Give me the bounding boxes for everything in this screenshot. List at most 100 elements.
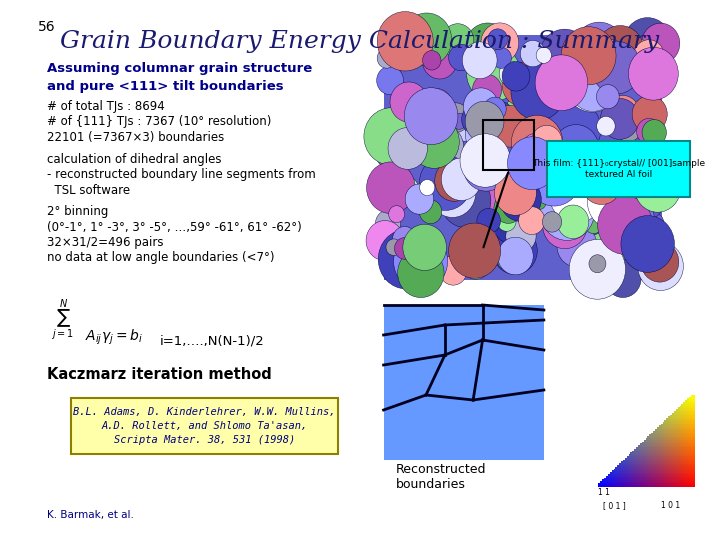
Circle shape <box>615 112 642 141</box>
Circle shape <box>465 23 510 71</box>
Text: Reconstructed
boundaries: Reconstructed boundaries <box>396 463 486 491</box>
Circle shape <box>539 29 590 83</box>
Circle shape <box>464 88 498 125</box>
Circle shape <box>636 118 661 145</box>
Circle shape <box>389 206 405 222</box>
Text: i=1,….,N(N-1)/2: i=1,….,N(N-1)/2 <box>160 334 265 347</box>
Circle shape <box>521 40 545 67</box>
Circle shape <box>542 64 564 87</box>
Circle shape <box>433 132 449 150</box>
Circle shape <box>508 137 557 190</box>
Circle shape <box>569 60 617 111</box>
Circle shape <box>518 207 545 234</box>
Circle shape <box>614 146 670 204</box>
Bar <box>384 35 662 280</box>
Circle shape <box>376 141 400 167</box>
Circle shape <box>516 139 536 160</box>
Text: K. Barmak, et al.: K. Barmak, et al. <box>47 510 134 520</box>
Circle shape <box>441 103 469 132</box>
Circle shape <box>377 48 396 68</box>
Circle shape <box>621 215 675 272</box>
Text: $A_{ij}\gamma_j = b_i$: $A_{ij}\gamma_j = b_i$ <box>85 328 143 347</box>
Text: calculation of dihedral angles: calculation of dihedral angles <box>47 152 222 165</box>
Circle shape <box>579 232 635 292</box>
Circle shape <box>518 160 572 218</box>
Circle shape <box>465 101 504 143</box>
Circle shape <box>462 103 492 136</box>
Circle shape <box>420 155 472 211</box>
Circle shape <box>467 45 520 102</box>
Circle shape <box>605 259 641 298</box>
Circle shape <box>599 150 645 199</box>
Circle shape <box>597 116 615 136</box>
Circle shape <box>502 62 544 107</box>
Circle shape <box>388 127 428 170</box>
Circle shape <box>408 260 424 278</box>
Circle shape <box>392 226 417 252</box>
Circle shape <box>449 223 500 278</box>
Circle shape <box>418 233 436 251</box>
Circle shape <box>455 222 498 267</box>
Circle shape <box>459 234 489 266</box>
Circle shape <box>425 89 451 117</box>
Text: 32×31/2=496 pairs: 32×31/2=496 pairs <box>47 236 163 249</box>
Circle shape <box>472 75 502 105</box>
Circle shape <box>513 111 538 138</box>
Circle shape <box>557 205 589 239</box>
Circle shape <box>596 85 619 109</box>
Circle shape <box>505 97 531 124</box>
Circle shape <box>451 113 467 129</box>
Circle shape <box>502 62 530 91</box>
Circle shape <box>641 242 679 282</box>
Circle shape <box>544 149 589 197</box>
Circle shape <box>481 23 518 63</box>
Circle shape <box>521 167 537 184</box>
Circle shape <box>386 239 402 255</box>
Circle shape <box>511 63 565 120</box>
Circle shape <box>495 171 536 215</box>
Circle shape <box>395 247 411 264</box>
Circle shape <box>394 233 448 290</box>
Circle shape <box>420 179 435 195</box>
Circle shape <box>548 122 563 138</box>
Circle shape <box>364 108 418 165</box>
Circle shape <box>557 225 597 267</box>
Circle shape <box>403 224 446 271</box>
Circle shape <box>565 178 593 206</box>
Circle shape <box>402 130 418 147</box>
Circle shape <box>645 213 664 233</box>
Text: - reconstructed boundary line segments from: - reconstructed boundary line segments f… <box>47 168 315 181</box>
Circle shape <box>572 208 597 236</box>
Circle shape <box>535 55 588 111</box>
Circle shape <box>441 174 491 228</box>
Circle shape <box>632 96 667 133</box>
Circle shape <box>591 41 642 94</box>
Circle shape <box>498 252 514 269</box>
Circle shape <box>531 125 562 158</box>
Text: no data at low angle boundaries (<7°): no data at low angle boundaries (<7°) <box>47 252 274 265</box>
Circle shape <box>642 247 670 276</box>
Circle shape <box>441 158 482 200</box>
Circle shape <box>542 212 562 232</box>
Text: 2° binning: 2° binning <box>47 205 108 218</box>
Text: (0°-1°, 1° -3°, 3° -5°, …,59° -61°, 61° -62°): (0°-1°, 1° -3°, 3° -5°, …,59° -61°, 61° … <box>47 220 302 233</box>
Circle shape <box>494 102 511 120</box>
Circle shape <box>459 144 501 188</box>
Circle shape <box>471 240 492 262</box>
Circle shape <box>498 237 534 275</box>
Circle shape <box>429 168 476 218</box>
Circle shape <box>606 96 639 131</box>
Circle shape <box>462 42 497 79</box>
Circle shape <box>511 100 557 148</box>
Bar <box>482 120 534 170</box>
Circle shape <box>561 26 616 85</box>
Circle shape <box>602 194 654 250</box>
Circle shape <box>582 39 635 96</box>
Text: This film: {111}₀crystal// [001]sample
textured Al foil: This film: {111}₀crystal// [001]sample t… <box>532 159 705 179</box>
Circle shape <box>463 142 509 191</box>
Circle shape <box>517 79 541 104</box>
Circle shape <box>395 238 415 259</box>
Text: 1 0 1: 1 0 1 <box>662 501 680 510</box>
Circle shape <box>546 100 601 158</box>
Circle shape <box>596 25 644 76</box>
